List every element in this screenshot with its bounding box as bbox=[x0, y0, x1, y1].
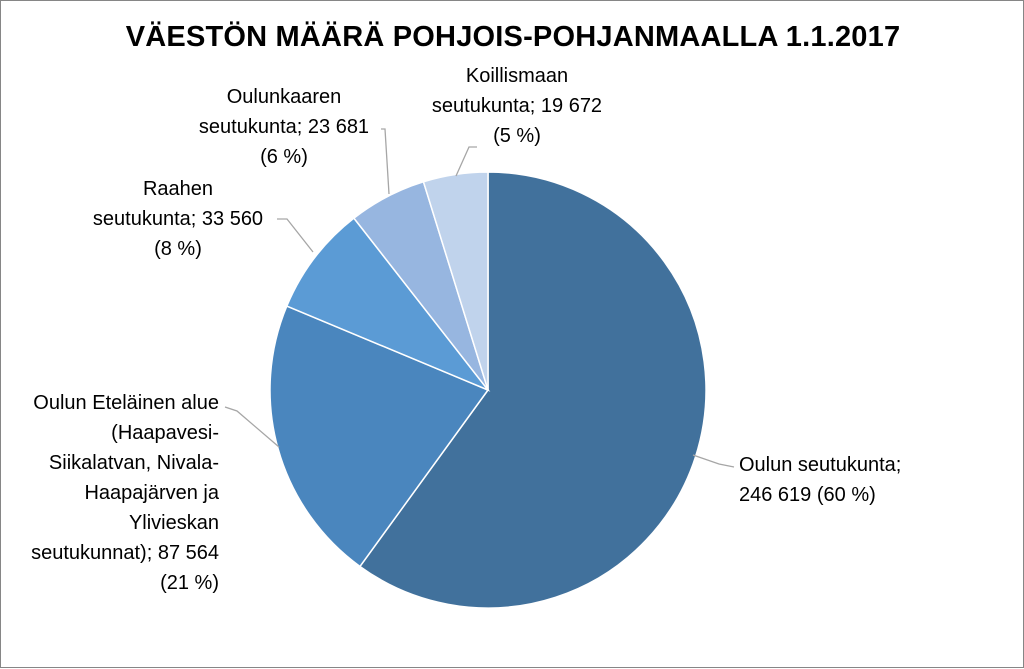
pie-slice-1 bbox=[358, 171, 707, 609]
data-label-2-line: Siikalatvan, Nivala- bbox=[49, 452, 219, 474]
data-label-3-line: seutukunta; 33 560 bbox=[93, 208, 263, 230]
data-label-2-line: Oulun Eteläinen alue bbox=[33, 392, 219, 414]
leader-line-5 bbox=[455, 146, 477, 177]
data-label-5-line: seutukunta; 19 672 bbox=[432, 95, 602, 117]
data-label-2: Oulun Eteläinen alue (Haapavesi- Siikalatv… bbox=[31, 392, 220, 594]
data-label-3-line: (8 %) bbox=[154, 238, 202, 260]
data-label-5-line: Koillismaan bbox=[466, 65, 568, 87]
pie-slices bbox=[269, 171, 707, 609]
data-label-1-line: Oulun seutukunta; bbox=[739, 454, 901, 476]
pie-slice-5 bbox=[422, 171, 489, 391]
data-labels: Oulun seutukunta; 246 619 (60 %) Oulun Ete… bbox=[31, 65, 901, 594]
leader-line-2 bbox=[224, 406, 280, 448]
data-label-2-line: seutukunnat); 87 564 bbox=[31, 542, 219, 564]
data-label-1-line: 246 619 (60 %) bbox=[739, 484, 876, 506]
leader-line-3 bbox=[277, 218, 314, 253]
data-label-3-line: Raahen bbox=[143, 178, 213, 200]
data-label-4: Oulunkaaren seutukunta; 23 681 (6 %) bbox=[199, 86, 369, 168]
data-label-2-line: Haapajärven ja bbox=[84, 482, 219, 504]
data-label-5-line: (5 %) bbox=[493, 125, 541, 147]
data-label-1: Oulun seutukunta; 246 619 (60 %) bbox=[739, 454, 901, 506]
chart-title: VÄESTÖN MÄÄRÄ POHJOIS-POHJANMAALLA 1.1.2… bbox=[125, 21, 901, 53]
leader-line-1 bbox=[692, 454, 735, 468]
data-label-3: Raahen seutukunta; 33 560 (8 %) bbox=[93, 178, 263, 260]
data-label-4-line: seutukunta; 23 681 bbox=[199, 116, 369, 138]
data-label-4-line: (6 %) bbox=[260, 146, 308, 168]
pie-slice-2 bbox=[269, 305, 490, 568]
pie-slice-3 bbox=[285, 217, 491, 392]
data-label-2-line: Ylivieskan bbox=[129, 512, 219, 534]
data-label-4-line: Oulunkaaren bbox=[227, 86, 342, 108]
data-label-2-line: (21 %) bbox=[160, 572, 219, 594]
data-label-2-line: (Haapavesi- bbox=[111, 422, 219, 444]
leader-line-4 bbox=[381, 128, 390, 195]
leader-lines bbox=[224, 128, 735, 468]
data-label-5: Koillismaan seutukunta; 19 672 (5 %) bbox=[432, 65, 602, 147]
